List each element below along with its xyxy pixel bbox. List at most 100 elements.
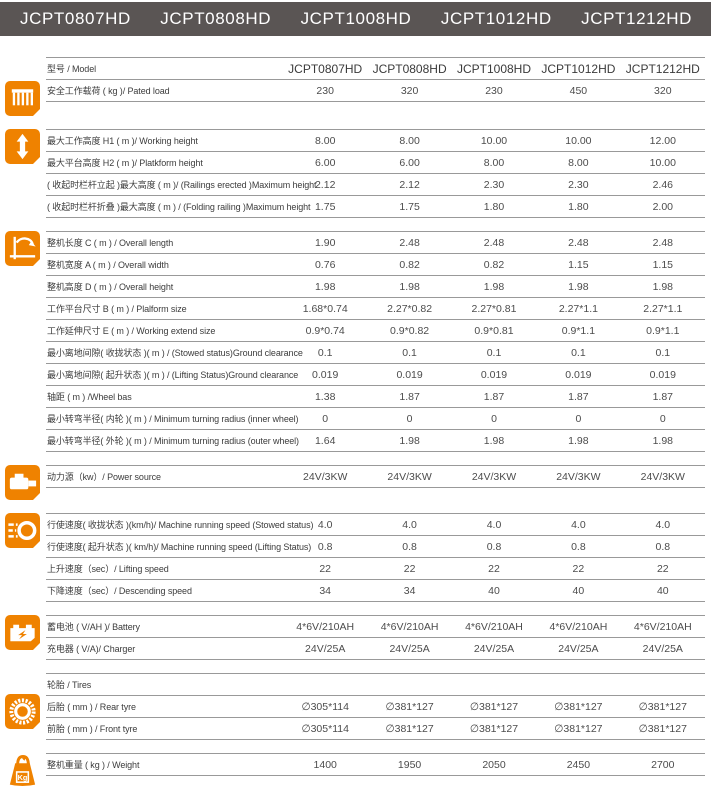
spec-value: 4.0 — [317, 518, 333, 531]
spec-value: 22 — [319, 562, 332, 575]
spec-value: 2.30 — [568, 178, 589, 191]
spec-value: 4.0 — [402, 518, 417, 531]
spec-value: ∅381*127 — [554, 722, 603, 735]
spec-row: 最大工作高度 H1 ( m )/ Working height 8.00 8.00… — [46, 130, 705, 152]
spec-value: 0.1 — [402, 346, 417, 359]
spec-label: 工作延伸尺寸 E ( m ) / Working extend size — [47, 326, 216, 336]
spec-value: 0.8 — [402, 540, 417, 553]
spec-value: 2700 — [651, 758, 675, 771]
spec-value: 1.80 — [568, 200, 589, 213]
spec-value: 2.12 — [314, 178, 336, 191]
spec-label: 下降速度（sec）/ Descending speed — [47, 586, 192, 596]
spec-value: 24V/3KW — [387, 470, 432, 483]
spec-row: 上升速度（sec）/ Lifting speed 22 22 22 22 22 — [46, 558, 705, 580]
tire-icon — [9, 698, 36, 725]
tire-icon — [5, 694, 40, 729]
spec-section: 型号 / Model JCPT0807HD JCPT0808HD JCPT1008H… — [5, 57, 705, 116]
spec-value: 8.00 — [314, 134, 336, 147]
dimensions-icon — [5, 231, 40, 266]
spec-label: 行使速度( 起升状态 )( km/h)/ Machine running spe… — [47, 542, 312, 552]
spec-label: ( 收起时栏杆折叠 )最大高度 ( m ) / (Folding railing… — [47, 202, 311, 212]
spec-table: 型号 / Model JCPT0807HD JCPT0808HD JCPT1008H… — [0, 36, 711, 788]
section-rows: 轮胎 / Tires 后胎 ( mm ) / Rear tyre ∅305*11… — [46, 673, 705, 740]
spec-value: 22 — [488, 562, 500, 575]
spec-value: 2.48 — [568, 236, 589, 249]
spec-value: 0.82 — [483, 258, 505, 271]
spec-value: 230 — [485, 84, 503, 97]
spec-value: JCPT0807HD — [288, 61, 363, 76]
spec-value: 0 — [491, 412, 497, 425]
model-tab[interactable]: JCPT1212HD — [581, 9, 692, 28]
spec-value: 0.9*1.1 — [561, 324, 596, 337]
spec-value: 1.38 — [314, 390, 336, 403]
section-rows: 蓄电池 ( V/AH )/ Battery 4*6V/210AH 4*6V/210… — [46, 615, 705, 660]
spec-value: JCPT1212HD — [625, 61, 700, 76]
height-range-icon — [5, 129, 40, 164]
spec-value: 4*6V/210AH — [465, 620, 523, 633]
spec-value: 6.00 — [399, 156, 420, 169]
spec-value: 24V/3KW — [640, 470, 685, 483]
spec-value: 22 — [656, 562, 669, 575]
spec-row: 整机重量 ( kg ) / Weight 1400 1950 2050 2450 270… — [46, 754, 705, 776]
spec-value: 1950 — [397, 758, 422, 771]
model-tab[interactable]: JCPT0808HD — [160, 9, 272, 28]
spec-value: 4*6V/210AH — [380, 620, 439, 633]
spec-value: 8.00 — [483, 156, 505, 169]
spec-value: 0.019 — [396, 368, 423, 381]
spec-label: 蓄电池 ( V/AH )/ Battery — [47, 622, 140, 632]
spec-value: 4*6V/210AH — [296, 620, 355, 633]
spec-value: 24V/25A — [558, 642, 599, 655]
spec-label: 后胎 ( mm ) / Rear tyre — [47, 702, 136, 712]
section-icon-slot — [5, 465, 46, 500]
model-tab[interactable]: JCPT1008HD — [300, 9, 412, 28]
spec-row: 工作平台尺寸 B ( m ) / Plalform size 1.68*0.74… — [46, 298, 705, 320]
spec-label: 轴距 ( m ) /Wheel bas — [47, 392, 132, 402]
spec-value: 0.8 — [655, 540, 671, 553]
spec-section: Kg 整机重量 ( kg ) / Weight 1400 1950 2050 2450… — [5, 753, 705, 788]
spec-value: 40 — [572, 584, 585, 597]
spec-value: 0.1 — [655, 346, 671, 359]
section-icon-slot — [5, 129, 46, 218]
spec-value: 0 — [575, 412, 582, 425]
spec-value: 1.87 — [483, 390, 505, 403]
spec-value: 4.0 — [571, 518, 586, 531]
spec-value: 0.9*0.82 — [390, 324, 430, 337]
spec-label: 动力源（kw）/ Power source — [47, 472, 161, 482]
section-rows: 行使速度( 收拢状态 )(km/h)/ Machine running spee… — [46, 513, 705, 602]
spec-row: 最小离地间隙( 收拢状态 )( m ) / (Stowed status)Gro… — [46, 342, 705, 364]
spec-value: 10.00 — [565, 134, 592, 147]
spec-value: 320 — [654, 84, 672, 97]
section-icon-slot — [5, 615, 46, 660]
spec-value: 24V/25A — [389, 642, 430, 655]
power-source-icon — [5, 465, 40, 500]
spec-value: ∅305*114 — [301, 700, 349, 713]
spec-section: 轮胎 / Tires 后胎 ( mm ) / Rear tyre ∅305*11… — [5, 673, 705, 740]
spec-value: 2.27*1.1 — [643, 302, 683, 315]
spec-value: 320 — [400, 84, 419, 97]
spec-value: 0 — [406, 412, 413, 425]
model-tab[interactable]: JCPT0807HD — [20, 9, 131, 28]
spec-value: 24V/3KW — [471, 470, 517, 483]
spec-value: 8.00 — [568, 156, 589, 169]
spec-value: 24V/3KW — [303, 470, 348, 483]
spec-row: 最大平台高度 H2 ( m )/ Platkform height 6.00 6.… — [46, 152, 705, 174]
spec-value: 2.48 — [652, 236, 674, 249]
spec-value: 2050 — [482, 758, 506, 771]
spec-row: 行使速度( 收拢状态 )(km/h)/ Machine running spee… — [46, 514, 705, 536]
spec-row: 工作延伸尺寸 E ( m ) / Working extend size 0.9… — [46, 320, 705, 342]
spec-label: 上升速度（sec）/ Lifting speed — [47, 564, 169, 574]
spec-label: 轮胎 / Tires — [47, 680, 92, 690]
spec-label: 最小离地间隙( 起升状态 )( m ) / (Lifting Status)Gr… — [47, 370, 299, 380]
spec-row: 轴距 ( m ) /Wheel bas 1.38 1.87 1.87 1.87 1.87 — [46, 386, 705, 408]
spec-value: 1.15 — [568, 258, 589, 271]
spec-row: 最小转弯半径( 内轮 )( m ) / Minimum turning radi… — [46, 408, 705, 430]
spec-value: 0.82 — [399, 258, 420, 271]
spec-value: 1.98 — [399, 434, 420, 447]
spec-value: 0.019 — [649, 368, 676, 381]
spec-value: JCPT1008HD — [456, 61, 531, 76]
spec-value: 22 — [403, 562, 416, 575]
spec-row: 最小转弯半径( 外轮 )( m ) / Minimum turning radi… — [46, 430, 705, 452]
model-tab[interactable]: JCPT1012HD — [440, 9, 552, 28]
spec-row: ( 收起时栏杆折叠 )最大高度 ( m ) / (Folding railing… — [46, 196, 705, 218]
spec-value: 0.1 — [571, 346, 586, 359]
